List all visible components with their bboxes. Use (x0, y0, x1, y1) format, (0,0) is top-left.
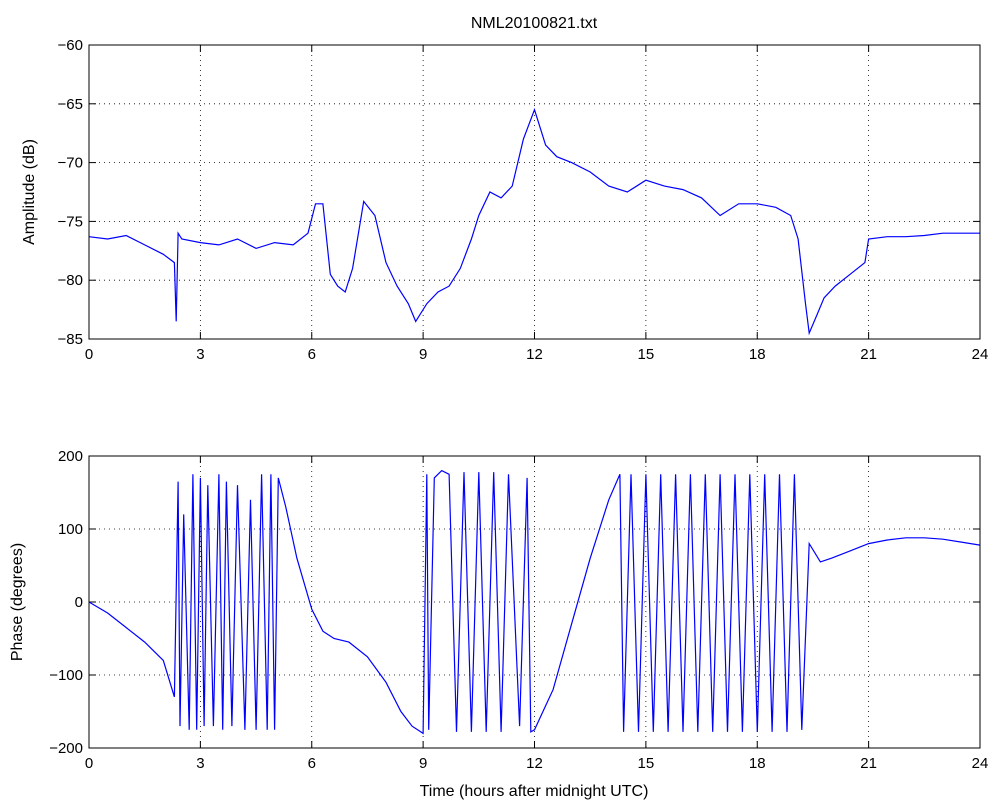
phase-y-tick-label: 100 (58, 521, 83, 538)
amplitude-axes-box (88, 44, 981, 340)
amplitude-y-tick-label: −80 (58, 272, 83, 289)
phase-x-tick-label: 12 (526, 755, 543, 772)
phase-y-tick-label: −100 (49, 667, 83, 684)
phase-x-tick-label: 6 (308, 755, 316, 772)
amplitude-y-tick-label: −60 (58, 37, 83, 54)
phase-y-tick-label: 200 (58, 448, 83, 465)
amplitude-grid (89, 45, 980, 339)
amplitude-y-axis-label: Amplitude (dB) (21, 139, 38, 245)
amplitude-tick-labels: 0 3 6 9 12 15 18 21 24 −60 −65 −70 −75 −80 −85 (58, 37, 989, 363)
phase-x-tick-label: 18 (749, 755, 766, 772)
amplitude-x-tick-label: 15 (638, 346, 655, 363)
amplitude-x-tick-label: 6 (308, 346, 316, 363)
phase-y-tick-label: −200 (49, 740, 83, 757)
amplitude-x-tick-label: 24 (972, 346, 989, 363)
phase-x-axis-label: Time (hours after midnight UTC) (420, 783, 649, 800)
amplitude-x-tick-label: 18 (749, 346, 766, 363)
phase-x-tick-label: 15 (638, 755, 655, 772)
phase-x-tick-label: 21 (860, 755, 877, 772)
phase-x-tick-label: 9 (419, 755, 427, 772)
phase-axes-box (88, 455, 981, 749)
amplitude-x-tick-label: 21 (860, 346, 877, 363)
amplitude-series-line (88, 107, 980, 336)
phase-plot: 0 3 6 9 12 15 18 21 24 200 100 0 −100 −200 Phase (deg… (9, 448, 988, 800)
phase-y-axis-label: Phase (degrees) (9, 543, 26, 661)
amplitude-y-tick-label: −85 (58, 331, 83, 348)
amplitude-y-tick-label: −65 (58, 96, 83, 113)
phase-x-tick-label: 0 (85, 755, 93, 772)
phase-y-tick-label: 0 (75, 594, 83, 611)
phase-tick-labels: 0 3 6 9 12 15 18 21 24 200 100 0 −100 −200 (49, 448, 988, 772)
amplitude-y-tick-label: −70 (58, 155, 83, 172)
phase-grid (89, 456, 980, 748)
amplitude-plot: NML20100821.txt 0 3 6 9 12 15 18 21 24 −60 −65 −70 −… (21, 15, 988, 363)
amplitude-y-tick-label: −75 (58, 213, 83, 230)
amplitude-x-tick-label: 0 (85, 346, 93, 363)
phase-series-line (88, 469, 981, 735)
phase-x-tick-label: 24 (972, 755, 989, 772)
plot-title: NML20100821.txt (471, 15, 598, 32)
amplitude-x-tick-label: 3 (196, 346, 204, 363)
amplitude-x-tick-label: 9 (419, 346, 427, 363)
amplitude-x-tick-label: 12 (526, 346, 543, 363)
phase-x-tick-label: 3 (196, 755, 204, 772)
